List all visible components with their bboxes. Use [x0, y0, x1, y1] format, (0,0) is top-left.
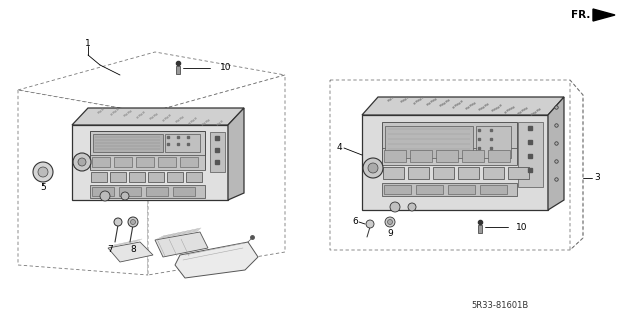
Polygon shape [362, 97, 564, 115]
Bar [462, 150, 484, 162]
Bar [173, 187, 195, 196]
Bar [92, 157, 110, 167]
Circle shape [363, 158, 383, 178]
Bar [488, 150, 510, 162]
Bar [508, 167, 529, 179]
Circle shape [78, 158, 86, 166]
Polygon shape [148, 75, 285, 275]
Polygon shape [108, 242, 153, 262]
Circle shape [128, 217, 138, 227]
Text: 10: 10 [220, 63, 232, 72]
Bar [210, 132, 225, 172]
Bar [90, 131, 205, 169]
Bar [167, 172, 183, 182]
Bar [92, 187, 114, 196]
Bar [110, 172, 126, 182]
Circle shape [33, 162, 53, 182]
Bar [518, 122, 543, 187]
Bar [483, 167, 504, 179]
Text: 10: 10 [516, 222, 527, 232]
Circle shape [38, 167, 48, 177]
Circle shape [73, 153, 91, 171]
Text: 8: 8 [130, 246, 136, 255]
Circle shape [387, 219, 392, 225]
Polygon shape [175, 242, 258, 278]
Polygon shape [72, 108, 244, 125]
Bar [186, 172, 202, 182]
Text: 5R33-81601B: 5R33-81601B [472, 301, 529, 310]
Bar [382, 122, 517, 164]
Circle shape [366, 220, 374, 228]
Bar [114, 157, 132, 167]
Polygon shape [18, 90, 148, 275]
Bar [480, 185, 507, 194]
Bar [165, 134, 200, 152]
Text: 9: 9 [387, 229, 393, 239]
Text: 1: 1 [85, 39, 91, 48]
Circle shape [368, 163, 378, 173]
Bar [180, 157, 198, 167]
Text: 3: 3 [594, 174, 600, 182]
Polygon shape [228, 108, 244, 200]
Polygon shape [362, 115, 548, 210]
Bar [385, 126, 473, 158]
Circle shape [121, 192, 129, 200]
Bar [383, 167, 404, 179]
Text: 7: 7 [107, 246, 113, 255]
Bar [476, 126, 511, 158]
Bar [384, 150, 406, 162]
Bar [382, 183, 517, 196]
Bar [176, 66, 180, 74]
Bar [93, 134, 163, 152]
Bar [408, 167, 429, 179]
Text: 5: 5 [40, 183, 46, 192]
Circle shape [390, 202, 400, 212]
Polygon shape [72, 125, 228, 200]
Polygon shape [18, 52, 285, 113]
Bar [416, 185, 443, 194]
Bar [129, 172, 145, 182]
Polygon shape [548, 97, 564, 210]
Text: 4: 4 [337, 144, 342, 152]
Bar [136, 157, 154, 167]
Bar [478, 225, 482, 233]
Bar [410, 150, 432, 162]
Circle shape [408, 203, 416, 211]
Bar [119, 187, 141, 196]
Text: FR.: FR. [571, 10, 590, 20]
Bar [458, 167, 479, 179]
Bar [382, 148, 517, 165]
Bar [91, 172, 107, 182]
Bar [146, 187, 168, 196]
Bar [448, 185, 475, 194]
Bar [158, 157, 176, 167]
Bar [90, 155, 205, 170]
Polygon shape [593, 9, 615, 21]
Bar [436, 150, 458, 162]
Bar [148, 172, 164, 182]
Circle shape [385, 217, 395, 227]
Circle shape [131, 219, 136, 225]
Text: 6: 6 [352, 218, 358, 226]
Polygon shape [155, 232, 208, 257]
Circle shape [114, 218, 122, 226]
Circle shape [100, 191, 110, 201]
Bar [90, 185, 205, 198]
Bar [433, 167, 454, 179]
Bar [384, 185, 411, 194]
